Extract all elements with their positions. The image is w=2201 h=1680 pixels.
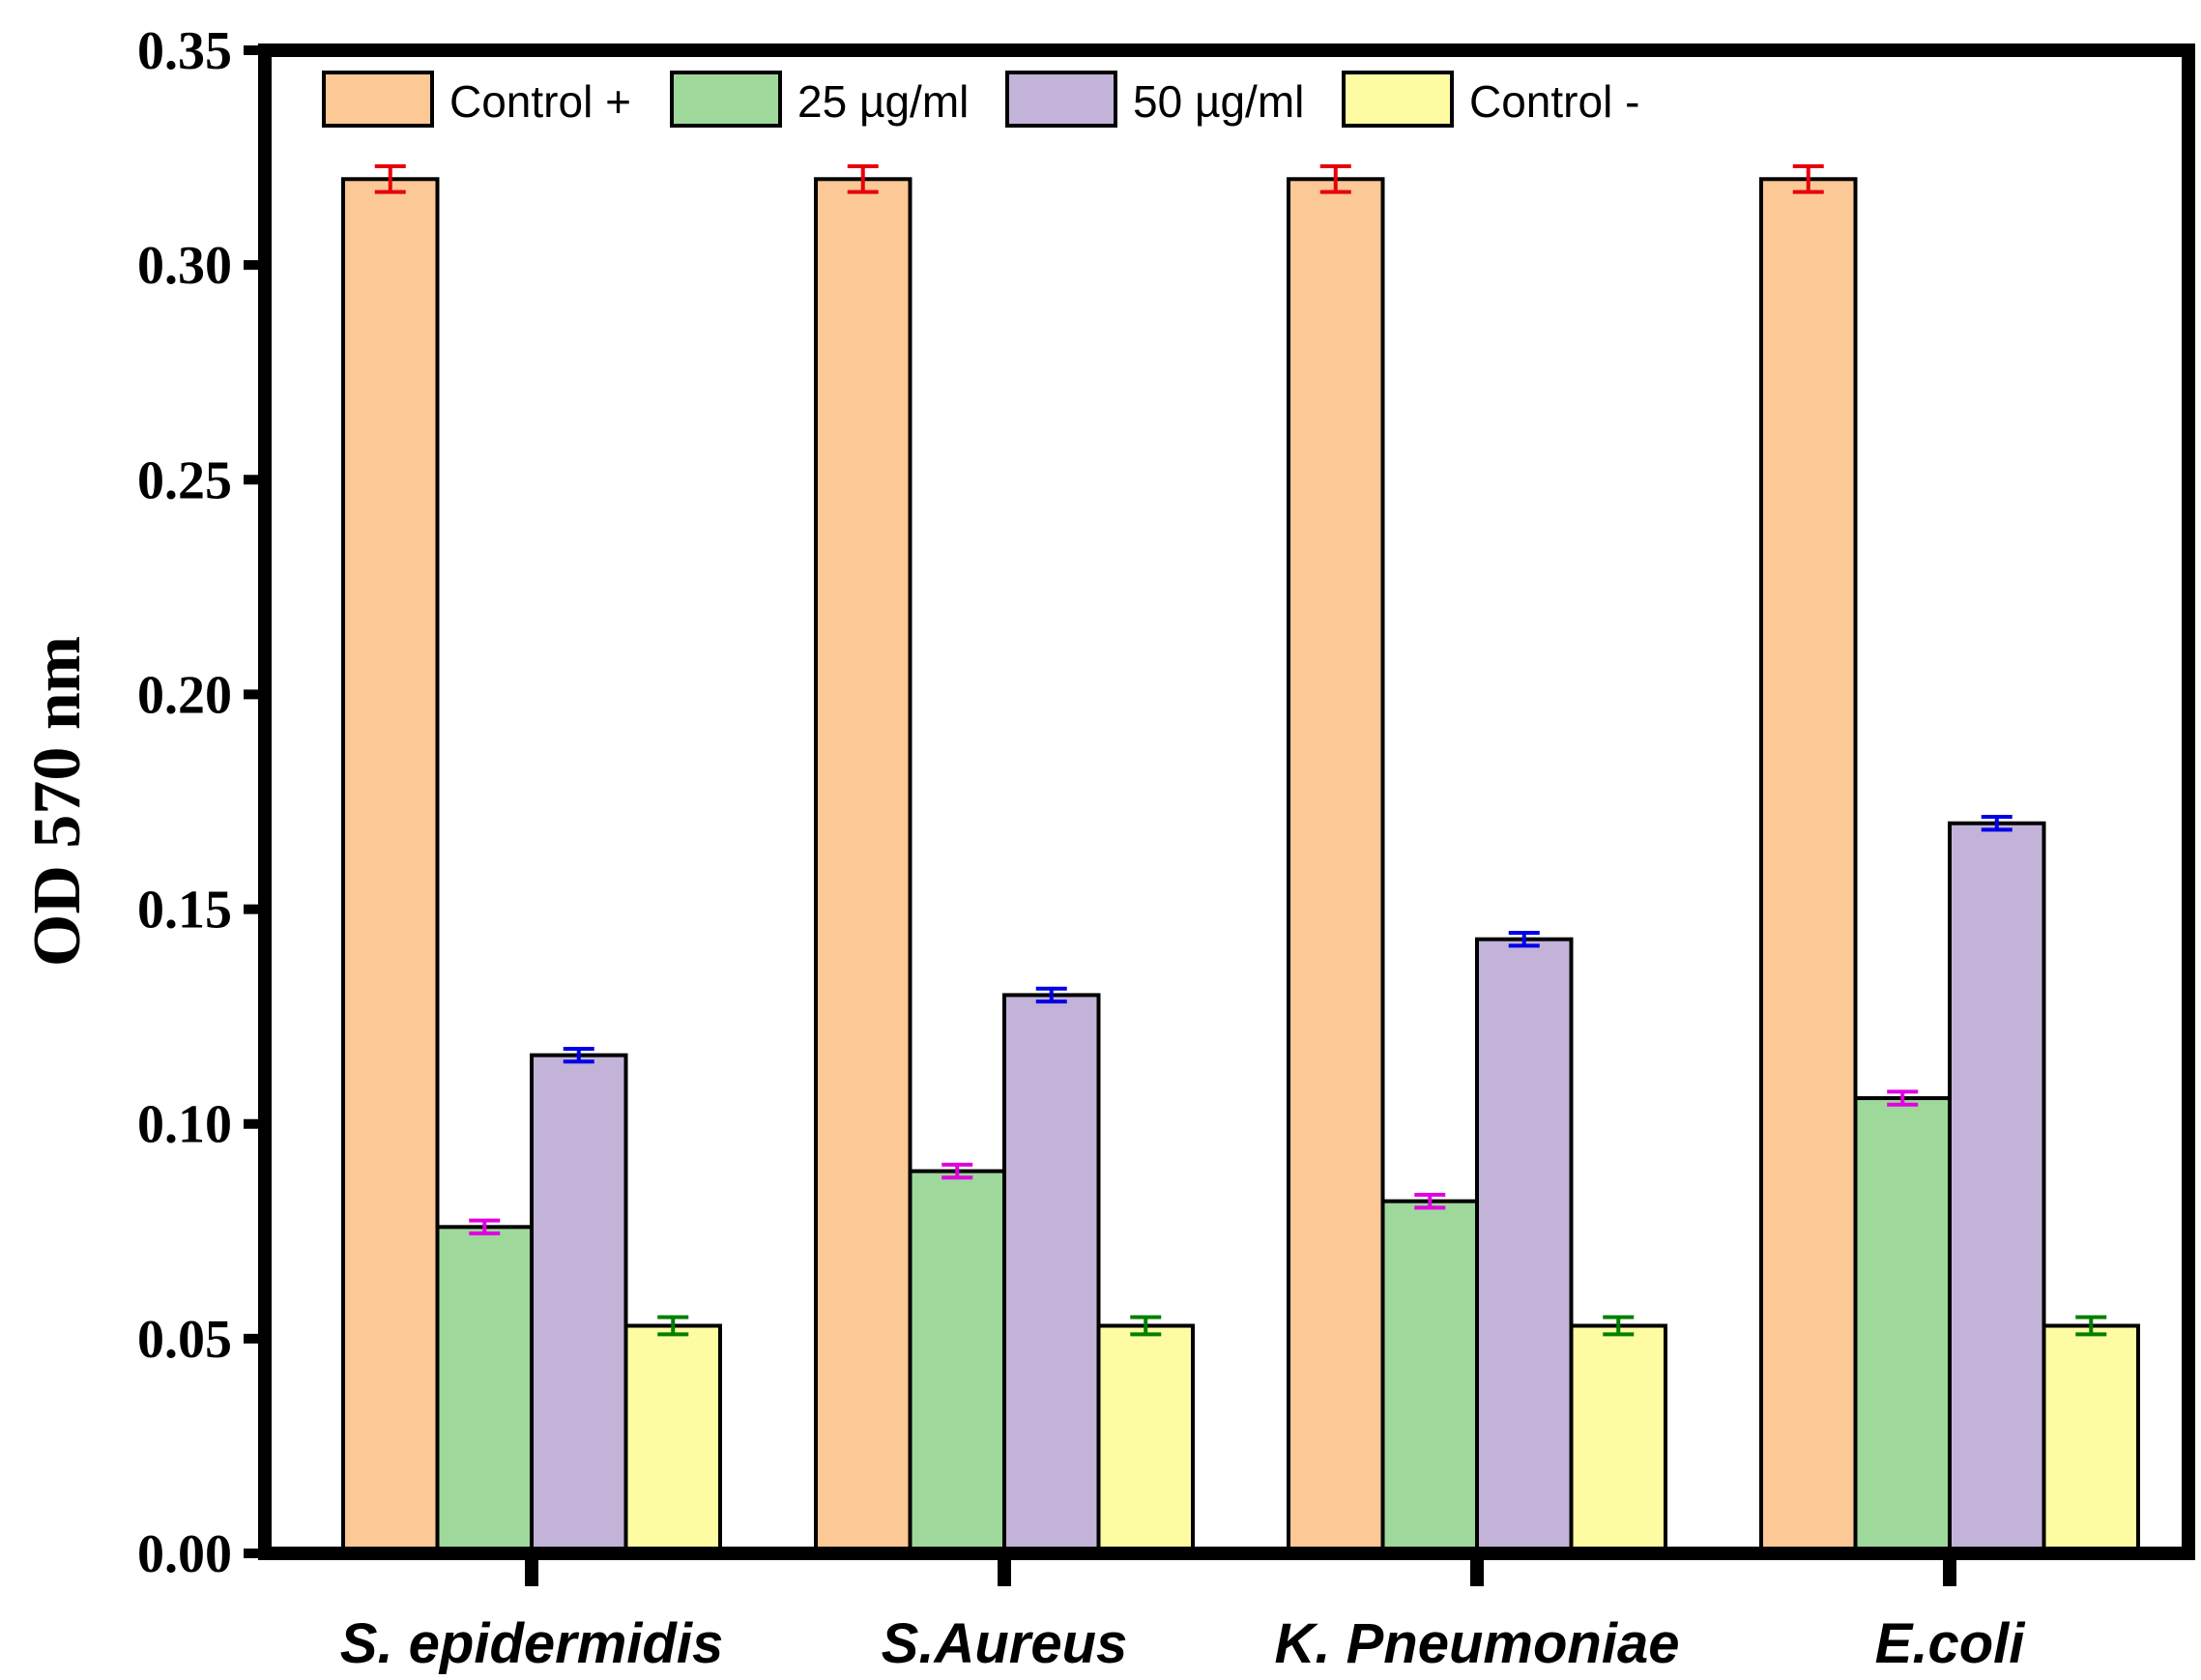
- y-tick-label: 0.35: [137, 21, 232, 81]
- x-axis: S. epidermidis S.Aureus K. Pneumoniae E.col…: [340, 1553, 2026, 1675]
- bar-1-3: [1287, 177, 1385, 1555]
- legend-label-1: Control +: [449, 76, 631, 127]
- y-tick-label: 0.15: [137, 881, 232, 941]
- bar-3-4: [1948, 821, 2046, 1555]
- y-tick-label: 0.05: [137, 1310, 232, 1370]
- legend-label-2: 25 µg/ml: [797, 76, 969, 127]
- plot-frame: [258, 43, 2195, 1560]
- bar-2-2: [908, 1169, 1006, 1555]
- legend: Control + 25 µg/ml 50 µg/ml Control -: [322, 71, 1639, 128]
- x-tick-label: K. Pneumoniae: [1275, 1612, 1680, 1675]
- error-bar-3-4: [1981, 815, 2013, 832]
- error-bar-3-1: [563, 1046, 594, 1064]
- error-bar-4-3: [1603, 1315, 1635, 1337]
- x-tick-label: S. epidermidis: [340, 1612, 723, 1675]
- error-bar-3-3: [1508, 931, 1540, 948]
- bar-1-4: [1759, 177, 1858, 1555]
- error-bar-1-1: [374, 163, 406, 194]
- bar-4-4: [2042, 1323, 2140, 1555]
- bar-1-2: [814, 177, 912, 1555]
- error-bar-2-3: [1414, 1193, 1446, 1210]
- bar-1-1: [341, 177, 440, 1555]
- error-bar-2-4: [1887, 1089, 1919, 1107]
- legend-label-3: 50 µg/ml: [1133, 76, 1304, 127]
- bar-4-3: [1569, 1323, 1667, 1555]
- bar-4-2: [1096, 1323, 1195, 1555]
- bar-2-3: [1380, 1199, 1479, 1555]
- bar-3-2: [1002, 993, 1101, 1555]
- error-bar-2-1: [469, 1218, 501, 1236]
- y-tick-label: 0.20: [137, 665, 232, 725]
- error-bar-1-3: [1319, 163, 1351, 194]
- legend-swatch-1: [322, 71, 434, 128]
- error-bar-2-2: [941, 1162, 973, 1180]
- bars-layer: [341, 177, 2140, 1556]
- y-axis: 0.00 0.05 0.10 0.15 0.20 0.25 0.30 0.35: [137, 21, 265, 1584]
- y-tick-label: 0.00: [137, 1524, 232, 1584]
- bar-3-1: [530, 1053, 628, 1555]
- y-tick-label: 0.10: [137, 1095, 232, 1155]
- error-bar-4-4: [2075, 1315, 2107, 1337]
- bar-2-1: [435, 1225, 534, 1556]
- x-tick-label: S.Aureus: [882, 1612, 1128, 1675]
- error-bar-4-1: [657, 1315, 689, 1337]
- bar-2-4: [1853, 1096, 1952, 1555]
- bar-3-3: [1475, 937, 1574, 1555]
- error-bar-1-4: [1792, 163, 1824, 194]
- legend-swatch-3: [1005, 71, 1117, 128]
- legend-swatch-4: [1342, 71, 1454, 128]
- y-tick-label: 0.25: [137, 450, 232, 510]
- legend-label-4: Control -: [1469, 76, 1639, 127]
- y-tick-label: 0.30: [137, 236, 232, 296]
- legend-swatch-2: [670, 71, 782, 128]
- bar-4-1: [623, 1323, 722, 1555]
- error-bars-layer: [374, 163, 2107, 1337]
- y-axis-label: OD 570 nm: [20, 636, 95, 967]
- error-bar-1-2: [847, 163, 879, 194]
- x-tick-label: E.coli: [1875, 1612, 2027, 1675]
- error-bar-3-2: [1035, 986, 1067, 1004]
- error-bar-4-2: [1130, 1315, 1162, 1337]
